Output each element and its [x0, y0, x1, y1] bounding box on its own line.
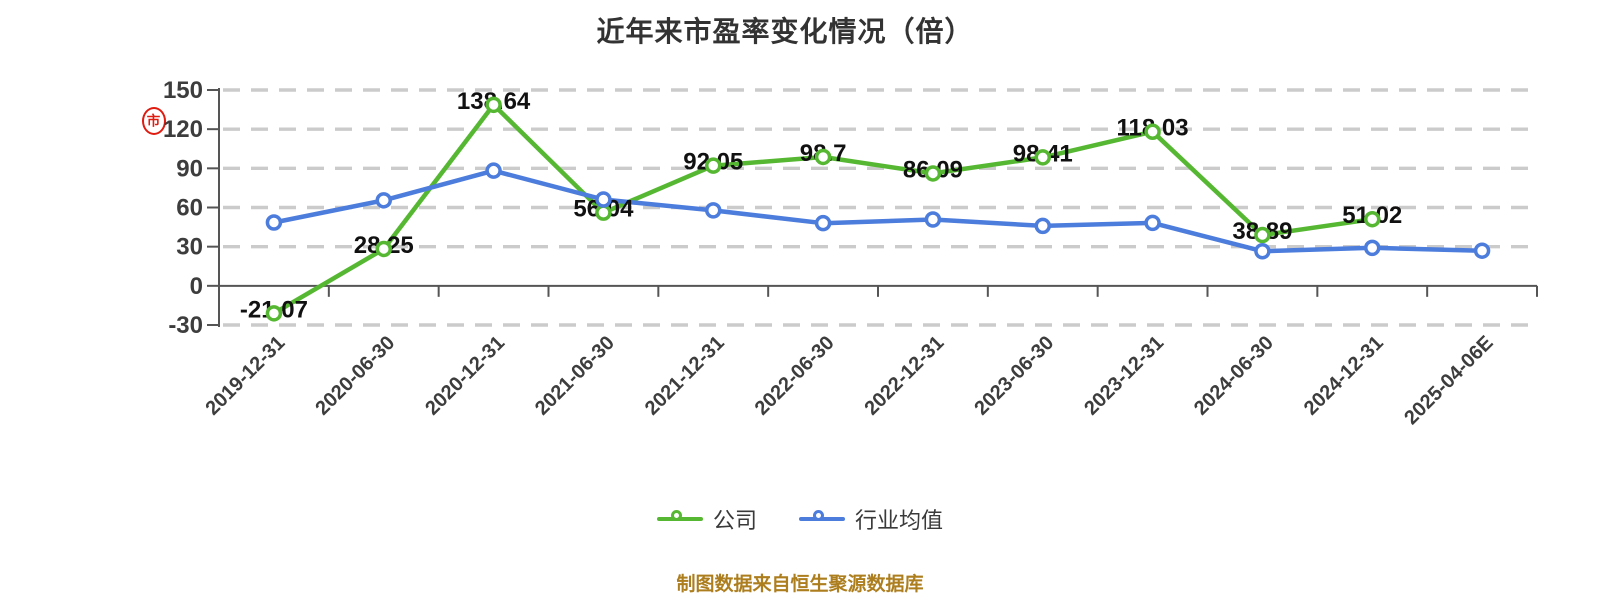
x-axis-label: 2025-04-06E [1400, 332, 1497, 429]
data-point-marker [485, 162, 502, 179]
x-axis-label: 2020-12-31 [421, 332, 509, 420]
data-point-marker [1364, 210, 1381, 228]
x-axis-label: 2021-06-30 [531, 332, 619, 420]
x-axis-label: 2024-06-30 [1190, 332, 1278, 420]
data-point-marker [1034, 149, 1051, 166]
industry-line-marker-icon [799, 510, 845, 528]
company-line-marker-icon [656, 510, 703, 528]
y-axis-label: 60 [176, 195, 203, 222]
y-axis-label: 0 [190, 273, 203, 300]
x-axis-label: 2019-12-31 [202, 332, 290, 420]
x-axis-label: 2024-12-31 [1300, 332, 1388, 420]
data-point-marker [705, 202, 722, 219]
data-point-marker [485, 96, 502, 114]
data-point-marker [1254, 242, 1271, 260]
data-point-marker [265, 305, 283, 322]
data-source-note: 制图数据来自恒生聚源数据库 [676, 574, 924, 595]
chart-title: 近年来市盈率变化情况（倍） [596, 16, 974, 47]
y-axis-label: -30 [168, 312, 203, 339]
data-point-marker [924, 211, 942, 228]
data-point-marker [595, 191, 612, 208]
data-point-marker [1034, 217, 1051, 235]
legend-label-company: 公司 [712, 508, 757, 533]
y-axis-label: 120 [163, 116, 203, 143]
y-axis-label: 150 [163, 77, 203, 104]
data-point-marker [1254, 226, 1271, 244]
data-point-marker [705, 157, 722, 174]
data-point-marker [375, 192, 392, 209]
series-line-行业均值 [271, 168, 1485, 254]
legend-item-company[interactable]: 公司 [656, 503, 757, 535]
x-axis-label: 2022-06-30 [751, 332, 839, 420]
x-axis-label: 2022-12-31 [861, 332, 949, 420]
legend-label-industry-average: 行业均值 [855, 508, 944, 533]
chart-legend: 公司 行业均值 [0, 503, 1600, 535]
data-point-marker [1364, 239, 1381, 257]
data-point-marker [924, 165, 942, 182]
data-point-marker [375, 240, 392, 258]
data-point-marker [1144, 214, 1161, 232]
legend-item-industry-average[interactable]: 行业均值 [799, 503, 943, 535]
x-axis-label: 2021-12-31 [641, 332, 729, 420]
y-axis-label: 90 [176, 155, 203, 182]
data-point-marker [814, 214, 832, 232]
red-seal-icon: 市 [142, 107, 166, 135]
data-point-marker [1473, 242, 1491, 259]
data-point-marker [814, 148, 832, 166]
x-axis-label: 2023-12-31 [1080, 332, 1168, 420]
data-point-marker [1144, 123, 1161, 140]
data-point-marker [265, 214, 283, 231]
x-axis-label: 2023-06-30 [970, 332, 1058, 420]
y-axis-label: 30 [176, 234, 203, 261]
x-axis-label: 2020-06-30 [311, 332, 399, 420]
red-seal-glyph: 市 [147, 113, 161, 129]
data-point-marker [595, 204, 612, 221]
